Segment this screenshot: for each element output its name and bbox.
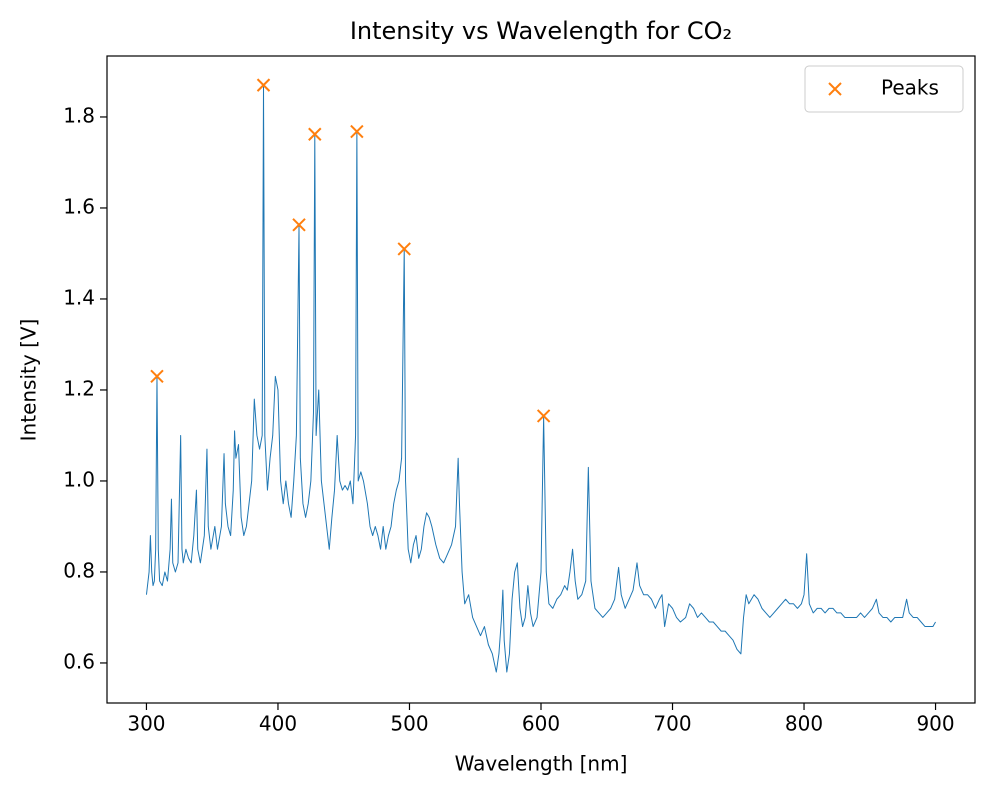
peak-marker xyxy=(536,409,551,423)
y-tick-label: 0.6 xyxy=(63,649,95,673)
x-tick-label: 700 xyxy=(653,712,691,736)
y-tick-label: 1.4 xyxy=(63,285,95,309)
x-tick-label: 500 xyxy=(390,712,428,736)
y-tick-label: 0.8 xyxy=(63,558,95,582)
legend-marker xyxy=(828,82,842,96)
y-tick-label: 1.2 xyxy=(63,376,95,400)
peak-marker xyxy=(150,369,164,384)
x-tick-label: 400 xyxy=(259,712,297,736)
peak-marker xyxy=(292,218,306,232)
peak-marker xyxy=(308,127,322,141)
legend-box xyxy=(804,65,964,113)
x-tick-label: 600 xyxy=(522,712,560,736)
y-axis-label: Intensity [V] xyxy=(17,319,41,442)
y-tick-label: 1.6 xyxy=(63,194,95,218)
x-tick-label: 800 xyxy=(785,712,823,736)
x-tick-label: 300 xyxy=(127,712,165,736)
x-axis-label: Wavelength [nm] xyxy=(455,752,628,776)
plot-frame xyxy=(106,55,976,704)
chart-title: Intensity vs Wavelength for CO₂ xyxy=(350,17,732,45)
peak-marker xyxy=(256,78,271,92)
peak-marker xyxy=(350,124,364,139)
peak-marker xyxy=(397,242,411,256)
x-tick-label: 900 xyxy=(916,712,954,736)
legend-label: Peaks xyxy=(881,76,939,100)
y-tick-label: 1.0 xyxy=(63,467,95,491)
y-tick-label: 1.8 xyxy=(63,103,95,127)
spectrum-line xyxy=(145,84,936,673)
